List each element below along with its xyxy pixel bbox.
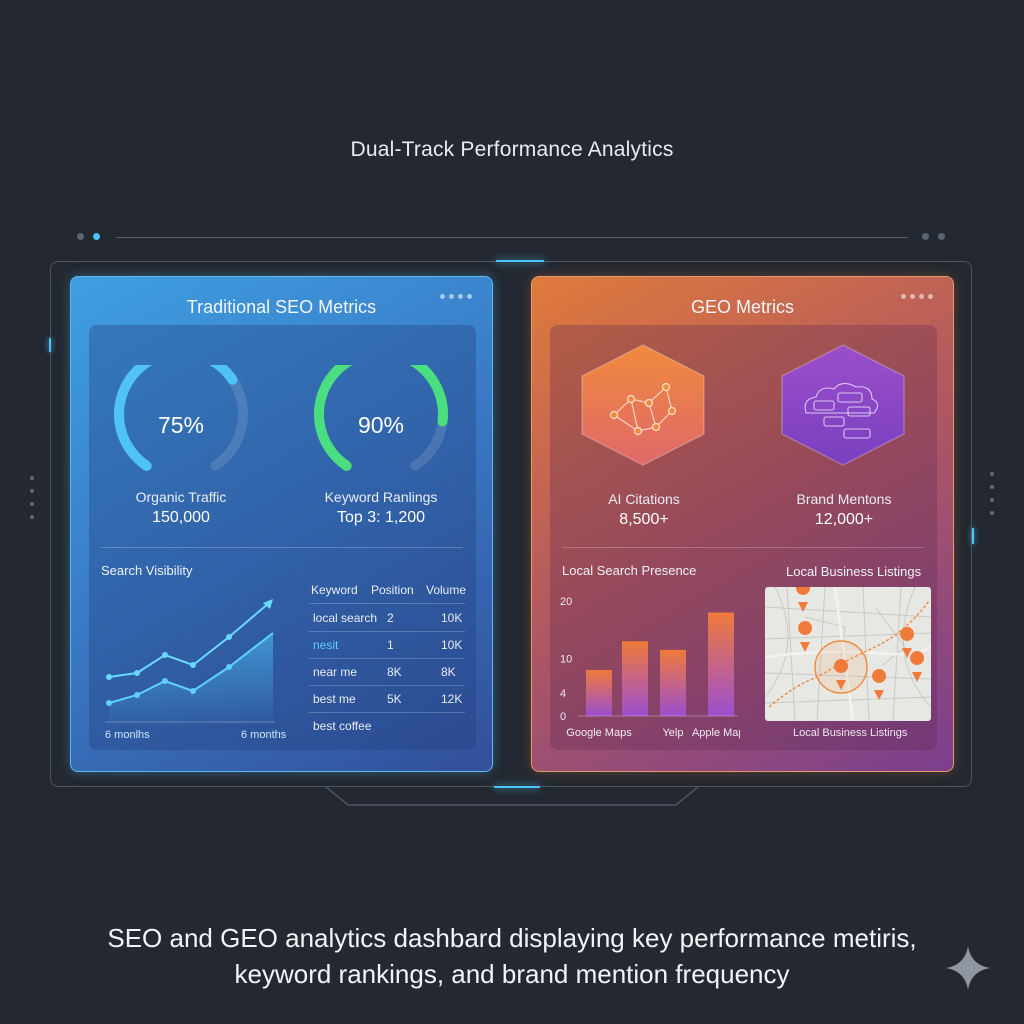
side-dot: [30, 502, 34, 506]
brand-mentions-label: Brand Mentons: [796, 491, 892, 507]
x-tick-label: Google Maps: [566, 727, 632, 739]
section-divider: [562, 547, 924, 548]
side-dot: [990, 498, 994, 502]
keyword-rankings-label: Keyword Ranlings: [324, 489, 438, 505]
window-dot-active: [93, 233, 100, 240]
table-cell: best coffee: [313, 719, 372, 733]
section-divider: [101, 547, 463, 548]
table-cell: nesit: [313, 638, 339, 652]
side-dot: [990, 472, 994, 476]
local-business-listings-title: Local Business Listings: [786, 564, 922, 579]
window-dot: [77, 233, 84, 240]
image-caption: SEO and GEO analytics dashbard displayin…: [60, 920, 964, 992]
listings-map-caption: Local Business Listings: [793, 727, 908, 739]
table-cell: 10K: [441, 611, 463, 625]
table-cell: best me: [313, 692, 356, 706]
side-dot: [30, 515, 34, 519]
bar: [660, 649, 686, 716]
window-dot: [938, 233, 945, 240]
table-header-volume: Volume: [426, 583, 467, 597]
geo-panel: GEO Metrics: [531, 276, 954, 772]
caption-line-2: keyword rankings, and brand mention freq…: [234, 959, 790, 989]
chat-cloud-icon: [781, 344, 905, 466]
organic-traffic-label: Organic Traffic: [135, 489, 227, 505]
side-dot: [30, 489, 34, 493]
page-title: Dual-Track Performance Analytics: [350, 138, 674, 161]
local-search-presence-chart: 0 4 10 20 Google Maps Yelp Apple Maps: [560, 596, 740, 739]
monitor-stand: [326, 786, 698, 806]
listings-map[interactable]: [765, 587, 931, 721]
seo-panel-title: Traditional SEO Metrics: [186, 297, 377, 317]
local-search-presence-title: Local Search Presence: [562, 563, 697, 578]
map-pin-icon: [900, 627, 915, 658]
table-cell: 2: [387, 611, 394, 625]
frame-accent: [972, 528, 974, 544]
top-divider: [116, 237, 908, 238]
ai-citations-value: 8,500+: [619, 511, 669, 528]
keyword-rankings-value: Top 3: 1,200: [336, 509, 426, 526]
table-cell: 8K: [387, 665, 402, 679]
side-dot: [990, 511, 994, 515]
organic-traffic-percent: 75%: [157, 412, 205, 438]
bar: [622, 641, 648, 716]
seo-inner-card: [89, 325, 476, 750]
map-pin-icon: [910, 651, 925, 682]
table-cell: local search: [313, 611, 378, 625]
window-dot: [922, 233, 929, 240]
frame-accent: [496, 260, 544, 262]
keyword-rankings-gauge: [314, 365, 448, 471]
y-tick-label: 4: [560, 688, 566, 700]
table-cell: 10K: [441, 638, 463, 652]
network-graph-icon: [581, 344, 705, 466]
bar: [708, 612, 734, 716]
y-tick-label: 20: [560, 596, 572, 608]
table-cell: 8K: [441, 665, 456, 679]
bar: [586, 670, 612, 716]
panel-menu-dots[interactable]: [901, 294, 933, 299]
map-pin-icon: [798, 621, 813, 652]
seo-panel: Traditional SEO Metrics 75% 90% Organic …: [70, 276, 493, 772]
brand-mentions-value: 12,000+: [814, 511, 874, 528]
table-cell: near me: [313, 665, 358, 679]
table-cell: 12K: [441, 692, 463, 706]
table-cell: 5K: [387, 692, 402, 706]
side-dot: [990, 485, 994, 489]
frame-accent: [49, 338, 51, 352]
x-tick-label: Yelp: [662, 727, 683, 739]
keyword-rankings-percent: 90%: [357, 412, 405, 438]
table-cell: 1: [387, 638, 394, 652]
map-pin-icon: [872, 669, 887, 700]
frame-accent: [494, 786, 540, 788]
sparkle-icon: [946, 946, 990, 990]
table-header-position: Position: [371, 583, 414, 597]
search-visibility-chart: [105, 599, 275, 723]
x-tick-label: Apple Maps: [692, 727, 740, 739]
map-pin-icon: [834, 659, 849, 690]
visibility-x-end: 6 months: [241, 729, 287, 741]
visibility-x-start: 6 monlhs: [105, 729, 150, 741]
table-header-keyword: Keyword: [311, 583, 358, 597]
panel-menu-dots[interactable]: [440, 294, 472, 299]
caption-line-1: SEO and GEO analytics dashbard displayin…: [107, 923, 917, 953]
organic-traffic-gauge: [114, 365, 248, 471]
search-visibility-title: Search Visibility: [101, 563, 193, 578]
y-tick-label: 10: [560, 654, 572, 666]
ai-citations-label: AI Citations: [608, 491, 680, 507]
side-dot: [30, 476, 34, 480]
organic-traffic-value: 150,000: [152, 509, 210, 526]
geo-panel-title: GEO Metrics: [690, 297, 794, 317]
y-tick-label: 0: [560, 711, 566, 723]
